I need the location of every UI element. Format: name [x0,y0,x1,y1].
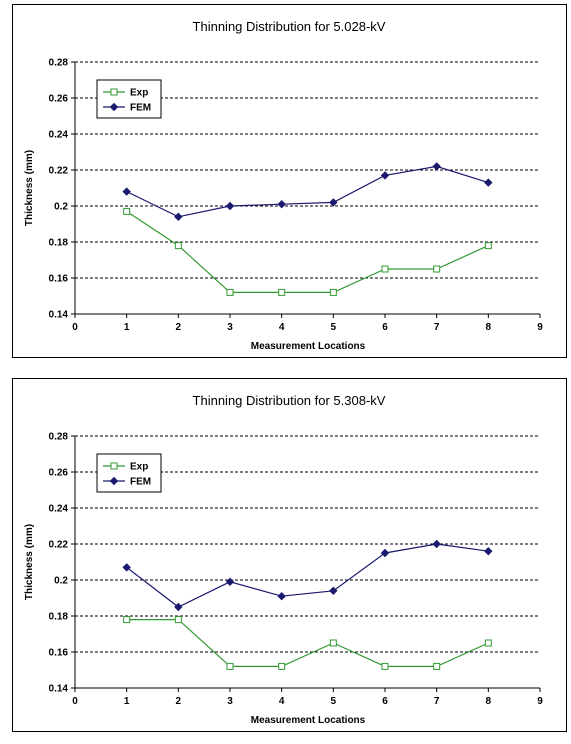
data-point-exp [123,616,131,624]
legend-box [96,79,162,119]
x-tick-label: 1 [124,696,130,707]
x-tick-label: 4 [279,696,285,707]
legend-marker-square [110,88,118,96]
x-tick-label: 0 [72,696,78,707]
y-tick-label: 0.16 [49,648,69,659]
series-line-exp [126,210,489,293]
x-tick-label: 6 [382,322,388,333]
data-point-fem [329,586,338,596]
series-line-fem [126,543,489,608]
line-chart-1: Thinning Distribution for 5.028-kV 0.14 0.… [24,19,543,352]
y-tick-label: 0.14 [49,684,69,695]
x-tick-label: 1 [124,322,130,333]
data-point-fem [432,162,441,171]
data-point-fem [225,577,235,587]
data-point-fem [329,198,338,207]
y-axis-label: Thickness (mm) [24,150,35,226]
data-point-exp [226,288,234,296]
y-tick-label: 0.26 [49,468,69,479]
data-point-fem [277,199,286,209]
x-axis-label: Measurement Locations [251,341,366,352]
y-tick-label: 0.18 [49,612,69,623]
data-point-exp [484,639,492,647]
legend-marker-diamond [109,476,119,486]
x-tick-label: 6 [382,696,388,707]
legend-marker-diamond [109,102,119,112]
y-tick-label: 0.18 [49,238,69,249]
data-point-fem [225,201,235,211]
x-tick-label: 9 [537,322,543,333]
data-point-fem [122,563,131,572]
data-point-exp [433,662,441,670]
x-tick-label: 8 [486,696,492,707]
y-tick-label: 0.28 [49,432,69,443]
legend-label: FEM [130,477,151,488]
data-point-fem [484,178,493,187]
data-point-fem [484,546,493,556]
data-point-fem [380,548,390,558]
data-point-exp [278,662,286,670]
legend-label: Exp [130,88,148,99]
legend-marker-square [110,462,118,470]
chart-title: Thinning Distribution for 5.308-kV [193,393,386,408]
y-tick-label: 0.22 [49,540,69,551]
data-point-exp [433,265,441,273]
x-tick-label: 0 [72,322,78,333]
chart-title: Thinning Distribution for 5.028-kV [193,19,386,34]
data-point-fem [380,171,390,180]
data-point-exp [329,288,337,296]
chart-panel-2: Thinning Distribution for 5.308-kV 0.14 0.… [12,378,567,732]
y-tick-label: 0.24 [49,504,69,515]
legend-label: Exp [130,462,148,473]
data-point-exp [484,242,492,250]
x-tick-label: 5 [331,322,337,333]
x-tick-label: 3 [227,696,233,707]
series-line-exp [126,619,489,667]
x-tick-label: 7 [434,696,440,707]
x-tick-label: 3 [227,322,233,333]
data-point-exp [381,265,389,273]
y-tick-label: 0.2 [54,576,68,587]
y-axis-label: Thickness (mm) [24,524,35,600]
data-point-fem [174,602,183,612]
x-tick-label: 5 [331,696,337,707]
y-tick-label: 0.16 [49,274,69,285]
data-point-fem [277,591,286,601]
y-tick-label: 0.24 [49,130,69,141]
chart-panel-1: Thinning Distribution for 5.028-kV 0.14 0.… [12,4,567,358]
data-point-exp [174,242,182,250]
data-point-exp [123,207,131,215]
x-tick-label: 9 [537,696,543,707]
y-tick-label: 0.28 [49,58,69,69]
y-tick-label: 0.22 [49,166,69,177]
x-tick-label: 2 [176,696,182,707]
data-point-fem [122,187,131,196]
x-axis-label: Measurement Locations [251,715,366,726]
x-tick-label: 2 [176,322,182,333]
legend-box [96,453,162,493]
data-point-fem [432,539,441,549]
legend: Exp FEM [96,453,162,493]
legend-label: FEM [130,103,151,114]
x-tick-label: 4 [279,322,285,333]
y-tick-label: 0.26 [49,94,69,105]
series-line-fem [126,165,489,218]
data-point-fem [174,212,183,222]
data-point-exp [226,662,234,670]
line-chart-2: Thinning Distribution for 5.308-kV 0.14 0.… [24,393,543,726]
data-point-exp [174,616,182,624]
y-tick-label: 0.2 [54,202,68,213]
x-tick-label: 8 [486,322,492,333]
data-point-exp [278,288,286,296]
data-point-exp [381,662,389,670]
x-tick-label: 7 [434,322,440,333]
legend: Exp FEM [96,79,162,119]
y-tick-label: 0.14 [49,310,69,321]
data-point-exp [329,639,337,647]
